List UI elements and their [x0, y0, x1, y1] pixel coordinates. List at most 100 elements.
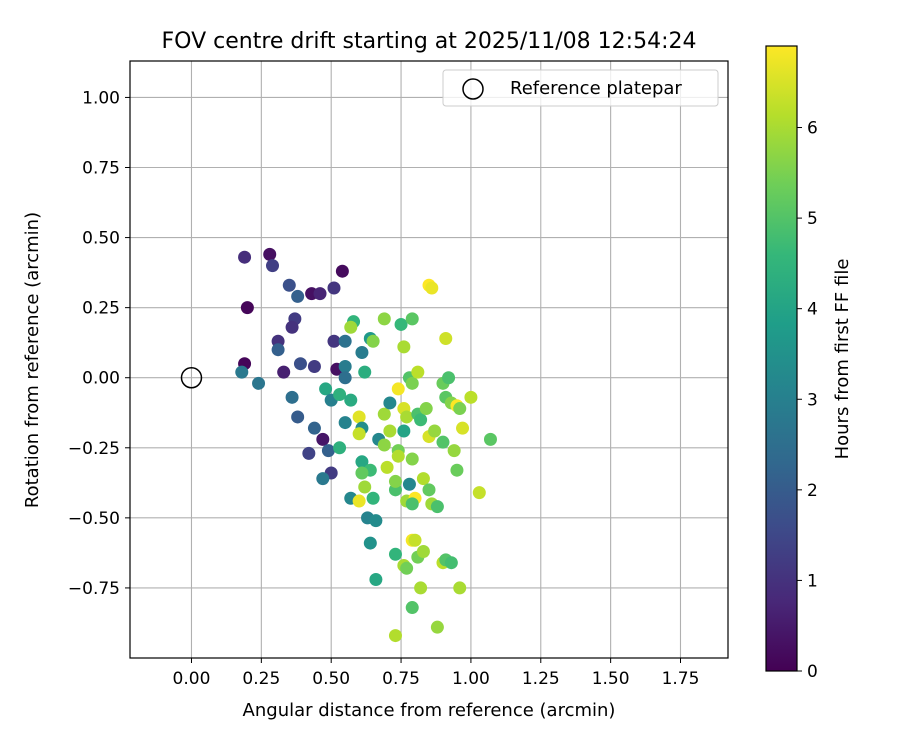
x-tick-label: 1.75: [662, 669, 700, 689]
colorbar-frame: [765, 45, 798, 672]
data-point: [388, 474, 402, 488]
data-point: [408, 533, 422, 547]
data-point: [464, 390, 478, 404]
data-point: [419, 402, 433, 416]
x-tick-label: 0.25: [242, 669, 280, 689]
colorbar-tick-label: 3: [807, 390, 818, 410]
x-tick-label: 1.00: [452, 669, 490, 689]
colorbar-gradient: [766, 46, 797, 671]
data-point: [338, 334, 352, 348]
data-point: [252, 376, 266, 390]
data-point: [444, 556, 458, 570]
data-point: [235, 365, 249, 379]
colorbar: 0 1 2 3 4 5 6 Hours from first FF file: [765, 45, 853, 682]
data-point: [266, 259, 280, 273]
data-point: [405, 497, 419, 511]
data-point: [366, 334, 380, 348]
data-point: [377, 438, 391, 452]
data-point: [327, 334, 341, 348]
data-point: [285, 390, 299, 404]
y-tick-label: −0.25: [68, 439, 120, 459]
data-point: [405, 601, 419, 615]
data-point: [422, 483, 436, 497]
data-point: [285, 320, 299, 334]
data-point: [377, 407, 391, 421]
x-tick-label: 1.25: [522, 669, 560, 689]
plot-frame: [129, 60, 729, 659]
data-point: [430, 500, 444, 514]
data-point: [453, 581, 467, 595]
data-point: [369, 573, 383, 587]
x-tick-label: 0.50: [312, 669, 350, 689]
data-point: [439, 331, 453, 345]
data-point: [321, 444, 335, 458]
data-point: [397, 340, 411, 354]
data-point: [411, 365, 425, 379]
data-point: [380, 460, 394, 474]
data-point: [355, 345, 369, 359]
data-point: [291, 289, 305, 303]
data-point: [355, 455, 369, 469]
data-point: [319, 382, 333, 396]
data-point: [391, 382, 405, 396]
data-point: [363, 536, 377, 550]
legend-marker: [462, 78, 484, 100]
data-point: [405, 312, 419, 326]
data-point: [405, 376, 419, 390]
data-point: [344, 320, 358, 334]
data-point: [355, 466, 369, 480]
colorbar-tick-label: 1: [807, 571, 818, 591]
data-point: [291, 410, 305, 424]
data-point: [238, 250, 252, 264]
data-point: [316, 472, 330, 486]
data-point: [335, 264, 349, 278]
data-point: [271, 343, 285, 357]
data-point: [450, 463, 464, 477]
data-point: [327, 281, 341, 295]
data-point: [447, 444, 461, 458]
data-point: [302, 446, 316, 460]
data-point: [400, 410, 414, 424]
data-point: [338, 416, 352, 430]
data-point: [282, 278, 296, 292]
data-point: [344, 393, 358, 407]
data-point: [425, 281, 439, 295]
x-axis-label: Angular distance from reference (arcmin): [243, 700, 616, 721]
colorbar-tick-label: 5: [807, 209, 818, 229]
y-tick-label: 0.75: [82, 159, 120, 179]
data-point: [391, 449, 405, 463]
data-point: [313, 287, 327, 301]
data-point: [358, 480, 372, 494]
colorbar-label: Hours from first FF file: [832, 259, 853, 460]
data-point: [456, 421, 470, 435]
data-point: [453, 402, 467, 416]
data-point: [400, 561, 414, 575]
colorbar-tick-label: 4: [807, 300, 818, 320]
data-point: [442, 371, 456, 385]
data-point: [293, 357, 307, 371]
data-point: [472, 486, 486, 500]
data-point: [428, 424, 442, 438]
data-point: [436, 435, 450, 449]
data-point: [352, 494, 366, 508]
data-point: [414, 581, 428, 595]
y-tick-label: 0.50: [82, 229, 120, 249]
data-point: [352, 410, 366, 424]
y-tick-label: −0.50: [68, 509, 120, 529]
data-point: [307, 360, 321, 374]
data-point: [383, 396, 397, 410]
colorbar-ticks: 0 1 2 3 4 5 6: [797, 119, 818, 682]
data-points: [235, 247, 497, 643]
data-point: [388, 547, 402, 561]
grid-lines: [130, 61, 728, 658]
chart-title: FOV centre drift starting at 2025/11/08 …: [162, 29, 697, 54]
data-point: [397, 424, 411, 438]
data-point: [352, 427, 366, 441]
data-point: [358, 365, 372, 379]
data-point: [483, 432, 497, 446]
data-point: [338, 360, 352, 374]
legend-label: Reference platepar: [510, 78, 682, 99]
data-point: [263, 247, 277, 261]
y-tick-label: 0.25: [82, 299, 120, 319]
data-point: [338, 371, 352, 385]
